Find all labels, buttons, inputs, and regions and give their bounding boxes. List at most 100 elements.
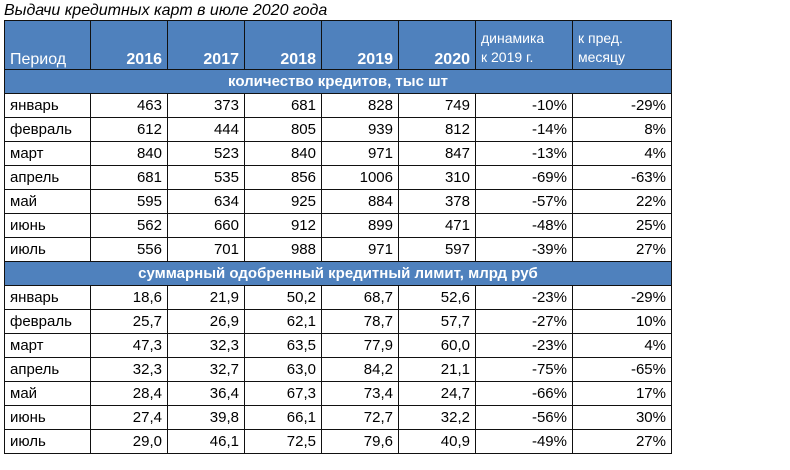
table-row: январь 463 373 681 828 749 -10% -29% — [4, 93, 672, 118]
header-row: Период 2016 2017 2018 2019 2020 динамика… — [4, 20, 672, 70]
dynamics-cell: -75% — [475, 357, 573, 382]
prev-month-cell: 4% — [572, 141, 672, 166]
month-cell: январь — [4, 285, 91, 310]
month-cell: июль — [4, 429, 91, 454]
value-cell: 40,9 — [398, 429, 476, 454]
value-cell: 32,3 — [90, 357, 168, 382]
value-cell: 25,7 — [90, 309, 168, 334]
header-prev-month: к пред. месяцу — [572, 20, 672, 70]
value-cell: 840 — [244, 141, 322, 166]
value-cell: 47,3 — [90, 333, 168, 358]
value-cell: 57,7 — [398, 309, 476, 334]
prev-month-cell: 4% — [572, 333, 672, 358]
value-cell: 840 — [90, 141, 168, 166]
credit-cards-table: Период 2016 2017 2018 2019 2020 динамика… — [4, 20, 672, 454]
prev-month-cell: -29% — [572, 93, 672, 118]
table-row: июль 556 701 988 971 597 -39% 27% — [4, 237, 672, 262]
value-cell: 29,0 — [90, 429, 168, 454]
value-cell: 444 — [167, 117, 245, 142]
value-cell: 72,5 — [244, 429, 322, 454]
month-cell: июнь — [4, 213, 91, 238]
value-cell: 660 — [167, 213, 245, 238]
value-cell: 63,0 — [244, 357, 322, 382]
value-cell: 46,1 — [167, 429, 245, 454]
value-cell: 805 — [244, 117, 322, 142]
table-row: апрель 32,3 32,7 63,0 84,2 21,1 -75% -65% — [4, 357, 672, 382]
month-cell: февраль — [4, 117, 91, 142]
month-cell: июль — [4, 237, 91, 262]
value-cell: 78,7 — [321, 309, 399, 334]
section-header-row: суммарный одобренный кредитный лимит, мл… — [4, 261, 672, 286]
value-cell: 812 — [398, 117, 476, 142]
value-cell: 310 — [398, 165, 476, 190]
value-cell: 925 — [244, 189, 322, 214]
value-cell: 939 — [321, 117, 399, 142]
dynamics-cell: -69% — [475, 165, 573, 190]
header-dynamics-line2: к 2019 г. — [481, 49, 534, 65]
header-dynamics-line1: динамика — [481, 30, 545, 46]
header-year: 2019 — [321, 20, 399, 70]
dynamics-cell: -10% — [475, 93, 573, 118]
section-header-row: количество кредитов, тыс шт — [4, 69, 672, 94]
header-period: Период — [4, 20, 91, 70]
value-cell: 535 — [167, 165, 245, 190]
prev-month-cell: -65% — [572, 357, 672, 382]
table-row: май 28,4 36,4 67,3 73,4 24,7 -66% 17% — [4, 381, 672, 406]
prev-month-cell: 27% — [572, 429, 672, 454]
prev-month-cell: 25% — [572, 213, 672, 238]
table-row: апрель 681 535 856 1006 310 -69% -63% — [4, 165, 672, 190]
month-cell: январь — [4, 93, 91, 118]
dynamics-cell: -48% — [475, 213, 573, 238]
prev-month-cell: -29% — [572, 285, 672, 310]
table-row: июль 29,0 46,1 72,5 79,6 40,9 -49% 27% — [4, 429, 672, 454]
value-cell: 597 — [398, 237, 476, 262]
value-cell: 523 — [167, 141, 245, 166]
value-cell: 39,8 — [167, 405, 245, 430]
value-cell: 681 — [244, 93, 322, 118]
month-cell: февраль — [4, 309, 91, 334]
prev-month-cell: 8% — [572, 117, 672, 142]
table-row: март 47,3 32,3 63,5 77,9 60,0 -23% 4% — [4, 333, 672, 358]
value-cell: 749 — [398, 93, 476, 118]
value-cell: 21,1 — [398, 357, 476, 382]
prev-month-cell: 30% — [572, 405, 672, 430]
value-cell: 84,2 — [321, 357, 399, 382]
value-cell: 971 — [321, 237, 399, 262]
prev-month-cell: 22% — [572, 189, 672, 214]
value-cell: 856 — [244, 165, 322, 190]
value-cell: 68,7 — [321, 285, 399, 310]
month-cell: март — [4, 333, 91, 358]
value-cell: 912 — [244, 213, 322, 238]
header-dynamics: динамика к 2019 г. — [475, 20, 573, 70]
value-cell: 556 — [90, 237, 168, 262]
month-cell: май — [4, 381, 91, 406]
header-year: 2017 — [167, 20, 245, 70]
section-title: количество кредитов, тыс шт — [4, 69, 672, 94]
table-row: июнь 562 660 912 899 471 -48% 25% — [4, 213, 672, 238]
dynamics-cell: -39% — [475, 237, 573, 262]
value-cell: 32,3 — [167, 333, 245, 358]
value-cell: 847 — [398, 141, 476, 166]
header-prev-line1: к пред. — [578, 30, 623, 46]
value-cell: 1006 — [321, 165, 399, 190]
value-cell: 60,0 — [398, 333, 476, 358]
value-cell: 18,6 — [90, 285, 168, 310]
value-cell: 971 — [321, 141, 399, 166]
month-cell: май — [4, 189, 91, 214]
value-cell: 27,4 — [90, 405, 168, 430]
dynamics-cell: -66% — [475, 381, 573, 406]
table-body: количество кредитов, тыс шт январь 463 373 6… — [4, 69, 672, 454]
table-row: март 840 523 840 971 847 -13% 4% — [4, 141, 672, 166]
value-cell: 373 — [167, 93, 245, 118]
value-cell: 612 — [90, 117, 168, 142]
header-year: 2020 — [398, 20, 476, 70]
value-cell: 378 — [398, 189, 476, 214]
value-cell: 73,4 — [321, 381, 399, 406]
table-row: февраль 25,7 26,9 62,1 78,7 57,7 -27% 10% — [4, 309, 672, 334]
table-row: февраль 612 444 805 939 812 -14% 8% — [4, 117, 672, 142]
month-cell: апрель — [4, 165, 91, 190]
value-cell: 471 — [398, 213, 476, 238]
dynamics-cell: -49% — [475, 429, 573, 454]
value-cell: 28,4 — [90, 381, 168, 406]
value-cell: 72,7 — [321, 405, 399, 430]
